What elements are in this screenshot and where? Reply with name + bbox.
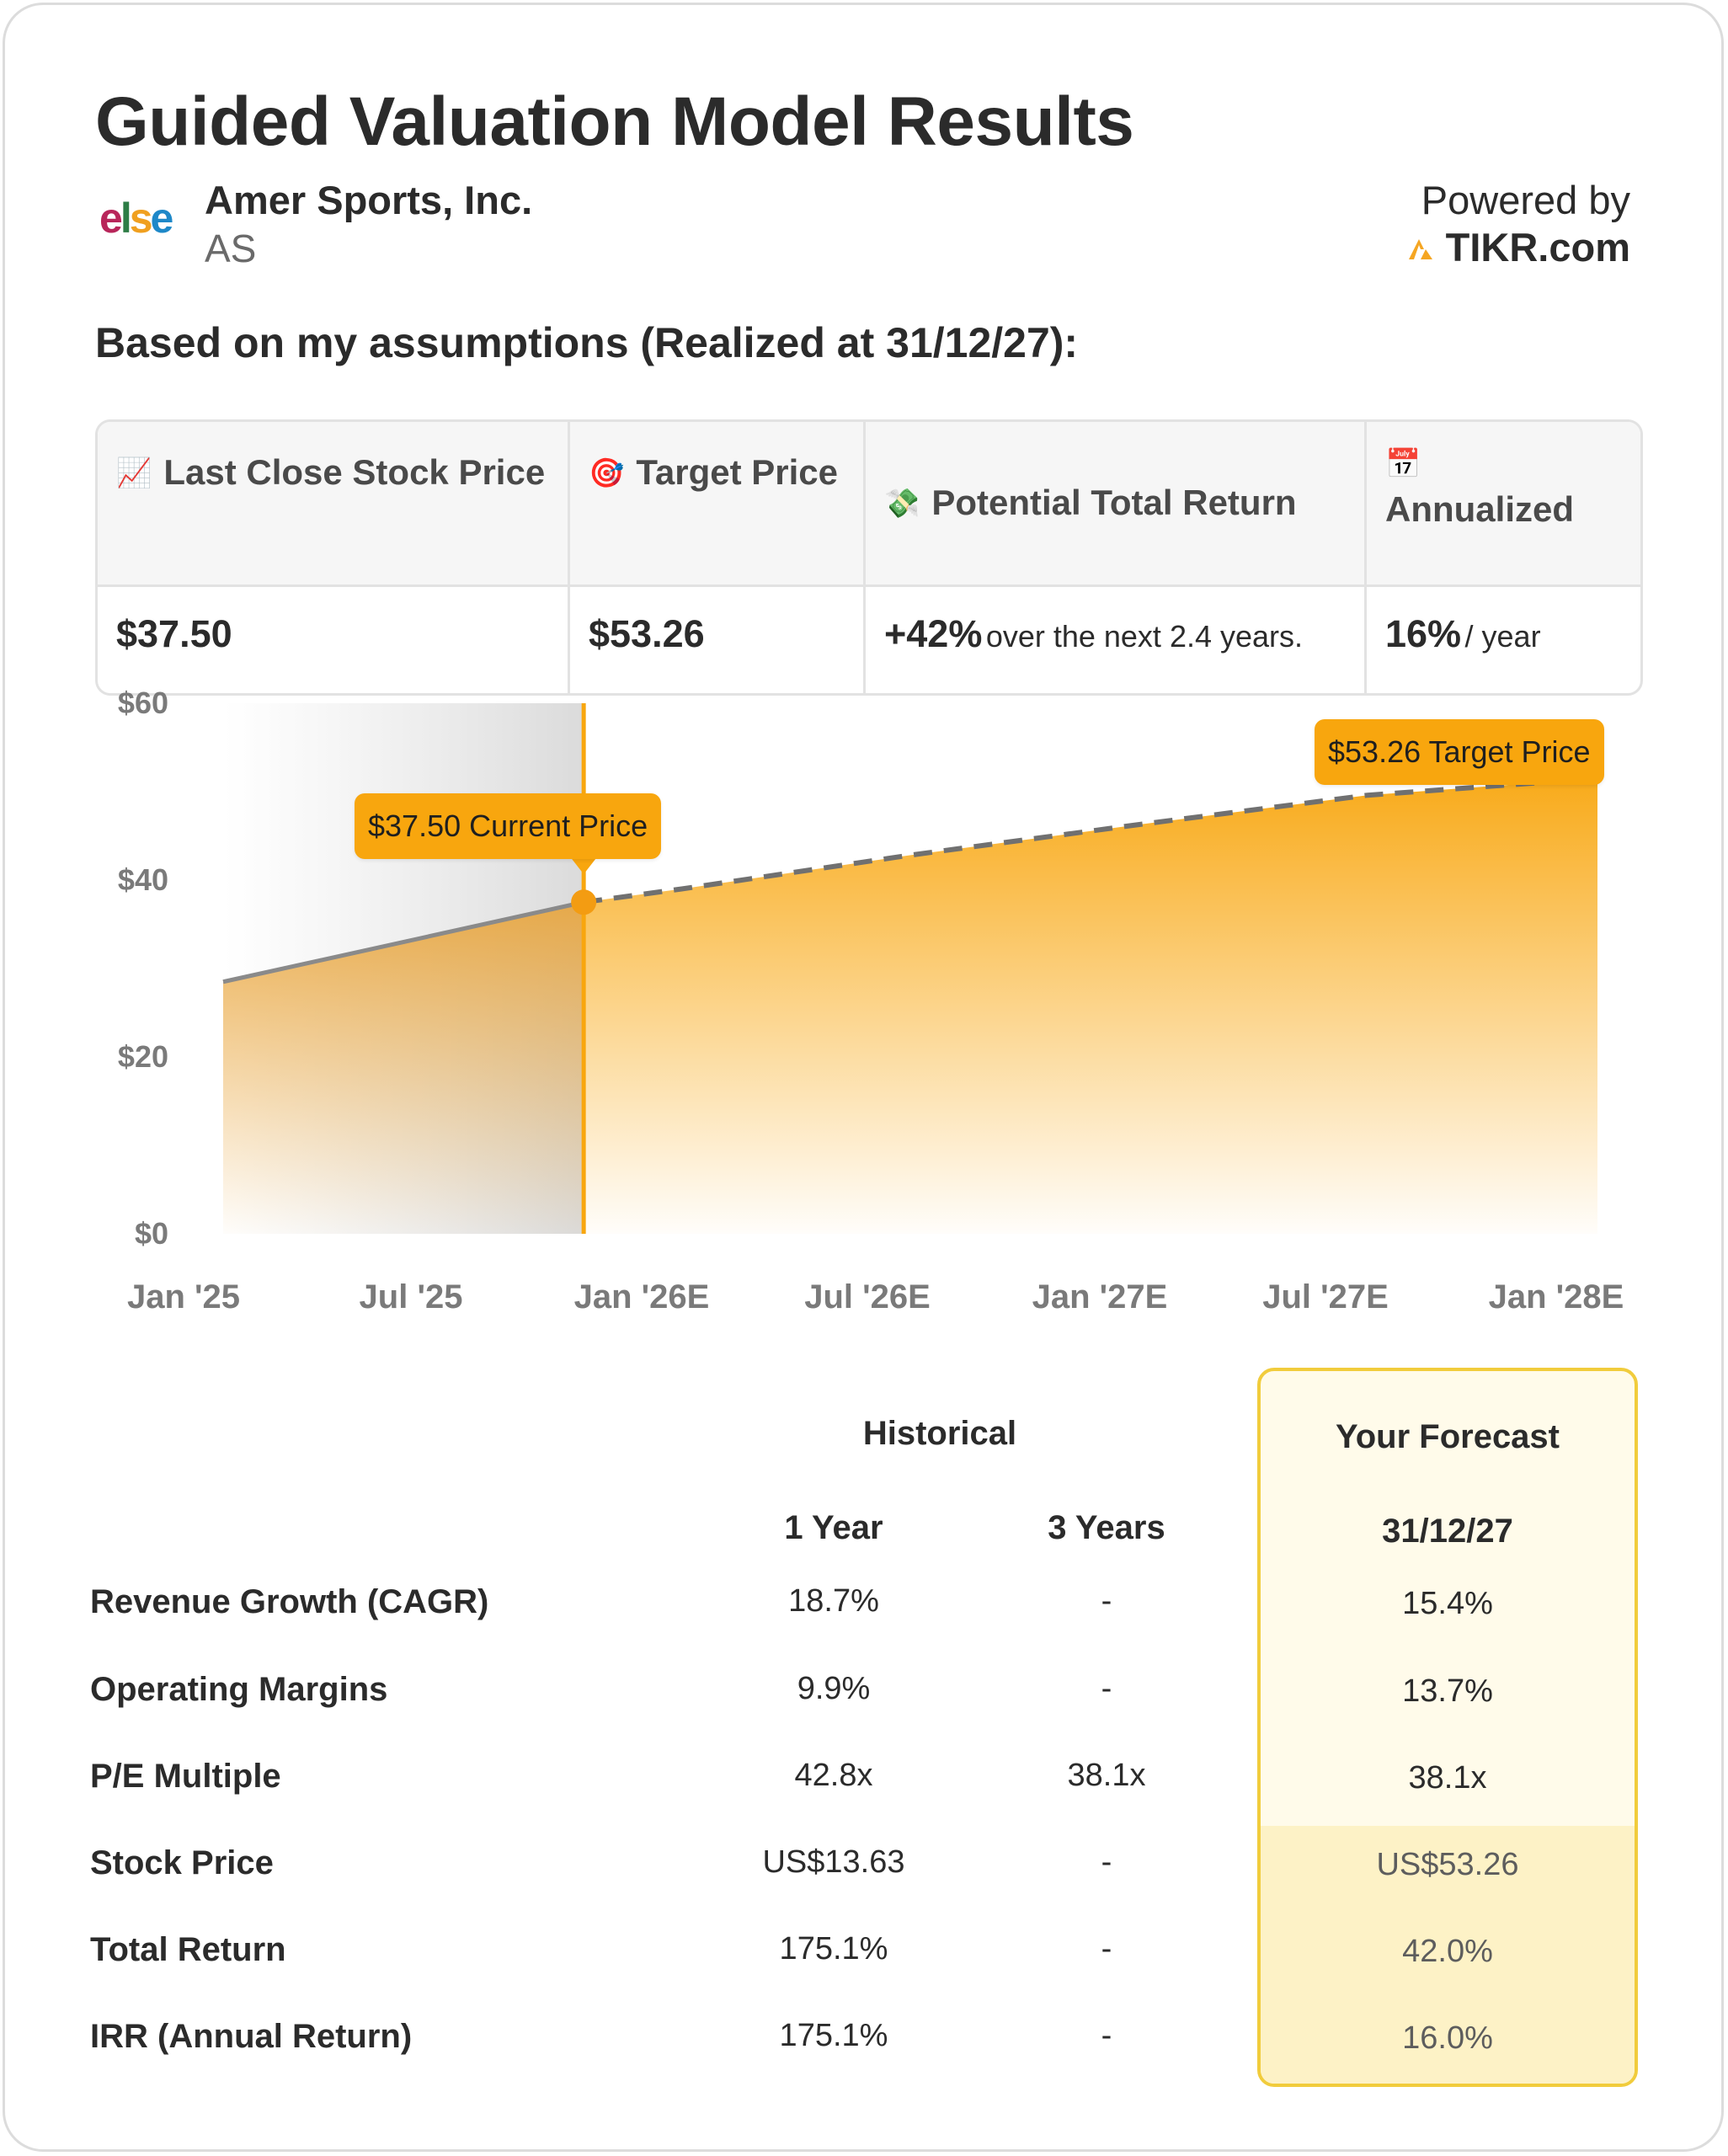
- brand-link[interactable]: TIKR.com: [1407, 224, 1630, 270]
- summary-value-annualized: 16% / year: [1367, 612, 1640, 656]
- forecast-area: [584, 778, 1597, 1234]
- logo-letter: e: [99, 195, 123, 242]
- current-price-marker: [571, 889, 597, 915]
- divider: [568, 422, 570, 693]
- table-cell-3-years: -: [1101, 1671, 1112, 1706]
- target-price-tooltip: $53.26 Target Price: [1315, 719, 1604, 785]
- table-cell-1-year: 9.9%: [797, 1671, 871, 1706]
- table-cell-1-year: 42.8x: [794, 1758, 873, 1793]
- page-title: Guided Valuation Model Results: [95, 83, 1134, 160]
- table-cell-1-year: 18.7%: [788, 1583, 879, 1619]
- logo-letter: e: [150, 195, 174, 242]
- company-ticker: AS: [205, 227, 257, 270]
- table-cell-3-years: -: [1101, 1931, 1112, 1967]
- forecast-column-highlight: [1257, 1368, 1638, 2087]
- annualized-suffix: / year: [1464, 619, 1541, 654]
- x-axis-tick-label: Jan '28E: [1489, 1278, 1624, 1315]
- summary-header-target: 🎯 Target Price: [570, 442, 863, 504]
- x-axis-tick-label: Jul '25: [360, 1278, 463, 1315]
- table-row-label: Stock Price: [90, 1844, 274, 1881]
- historical-series-line: [222, 899, 584, 985]
- summary-value-target: $53.26: [570, 612, 863, 656]
- table-cell-3-years: -: [1101, 2018, 1112, 2053]
- current-price-tooltip: $37.50 Current Price: [355, 793, 662, 859]
- table-cell-3-years: -: [1101, 1844, 1112, 1880]
- summary-value-last-close: $37.50: [98, 612, 568, 656]
- price-chart: $0 $20 $40 $60 Jan '25 Jul '25 Jan '26E Jul '26…: [118, 686, 1624, 1315]
- summary-header-label: Potential Total Return: [931, 483, 1297, 522]
- summary-header-label: Target Price: [636, 452, 838, 492]
- summary-table: 📈 Last Close Stock Price $37.50 🎯 Target P…: [95, 419, 1643, 696]
- assumptions-heading: Based on my assumptions (Realized at 31/…: [95, 319, 1079, 366]
- table-row-label: Total Return: [90, 1931, 286, 1968]
- table-cell-forecast: 16.0%: [1402, 2020, 1493, 2056]
- summary-header-annualized: 📅 Annualized: [1367, 442, 1640, 540]
- column-header-forecast-date: 31/12/27: [1382, 1513, 1513, 1550]
- company-logo: else: [99, 189, 184, 248]
- target-icon: 🎯: [589, 457, 625, 489]
- logo-letter: l: [120, 195, 132, 242]
- column-header-1-year: 1 Year: [784, 1509, 883, 1546]
- x-axis-tick-label: Jul '26E: [804, 1278, 931, 1315]
- historical-area: [223, 902, 584, 1234]
- y-axis-tick-label: $0: [135, 1216, 168, 1251]
- table-cell-forecast: 13.7%: [1402, 1673, 1493, 1709]
- column-header-3-years: 3 Years: [1048, 1509, 1165, 1546]
- summary-header-label: Last Close Stock Price: [163, 452, 546, 492]
- table-cell-1-year: 175.1%: [779, 2018, 888, 2053]
- y-axis-tick-label: $20: [118, 1039, 168, 1074]
- total-return-value: +42%: [884, 612, 983, 655]
- summary-value-total-return: +42% over the next 2.4 years.: [866, 612, 1364, 656]
- divider: [863, 422, 866, 693]
- calendar-icon: 📅: [1385, 448, 1421, 480]
- table-cell-3-years: 38.1x: [1067, 1758, 1146, 1793]
- x-axis-tick-label: Jul '27E: [1262, 1278, 1389, 1315]
- brand-name: TIKR.com: [1445, 225, 1630, 270]
- x-axis-tick-label: Jan '27E: [1032, 1278, 1168, 1315]
- tooltip-pointer: [572, 859, 596, 874]
- forecast-group-header: Your Forecast: [1336, 1418, 1560, 1455]
- y-axis-tick-label: $60: [118, 686, 168, 720]
- table-row-label: IRR (Annual Return): [90, 2018, 413, 2055]
- target-price-value: $53.26: [589, 612, 705, 655]
- powered-by-label: Powered by: [1421, 178, 1630, 222]
- forecast-series-line: [583, 776, 1598, 905]
- summary-header-label: Annualized: [1385, 489, 1575, 529]
- historical-group-header: Historical: [862, 1415, 1017, 1452]
- x-axis-tick-label: Jan '25: [127, 1278, 240, 1315]
- chart-increasing-icon: 📈: [116, 457, 152, 489]
- table-row-label: Operating Margins: [90, 1671, 388, 1708]
- table-cell-1-year: 175.1%: [779, 1931, 888, 1967]
- table-cell-3-years: -: [1101, 1583, 1112, 1619]
- company-name: Amer Sports, Inc.: [205, 178, 533, 222]
- table-cell-forecast: 42.0%: [1402, 1934, 1493, 1969]
- table-cell-forecast: US$53.26: [1376, 1847, 1519, 1882]
- y-axis-tick-label: $40: [118, 862, 168, 897]
- summary-header-row: [98, 422, 1640, 587]
- divider: [1364, 422, 1367, 693]
- summary-header-last-close: 📈 Last Close Stock Price: [98, 442, 568, 504]
- table-cell-1-year: US$13.63: [762, 1844, 905, 1880]
- total-return-suffix: over the next 2.4 years.: [985, 619, 1304, 654]
- table-cell-forecast: 38.1x: [1408, 1760, 1487, 1796]
- last-close-value: $37.50: [116, 612, 232, 655]
- summary-header-total-return: 💸 Potential Total Return: [866, 472, 1364, 534]
- logo-letter: s: [129, 195, 153, 242]
- annualized-value: 16%: [1385, 612, 1462, 655]
- table-cell-forecast: 15.4%: [1402, 1586, 1493, 1621]
- table-row-label: Revenue Growth (CAGR): [90, 1583, 489, 1620]
- x-axis-tick-label: Jan '26E: [574, 1278, 710, 1315]
- forecast-result-highlight: [1261, 1826, 1635, 2084]
- money-wings-icon: 💸: [884, 488, 920, 520]
- tikr-logo-icon: [1408, 238, 1432, 259]
- table-row-label: P/E Multiple: [90, 1758, 281, 1795]
